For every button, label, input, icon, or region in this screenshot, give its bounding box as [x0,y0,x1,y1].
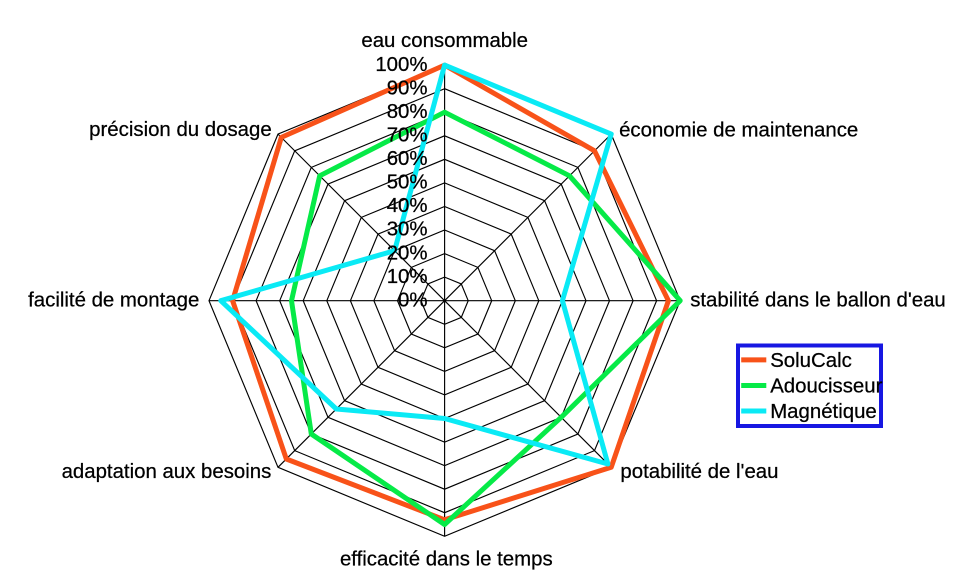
svg-text:20%: 20% [387,242,428,264]
svg-text:90%: 90% [387,77,428,99]
svg-text:0%: 0% [398,289,427,311]
svg-text:60%: 60% [387,148,428,170]
svg-text:économie de maintenance: économie de maintenance [619,120,858,142]
svg-text:SoluCalc: SoluCalc [770,350,852,372]
svg-text:stabilité dans le ballon d'eau: stabilité dans le ballon d'eau [690,289,946,311]
svg-text:efficacité dans le temps: efficacité dans le temps [340,549,553,571]
svg-text:100%: 100% [375,54,427,76]
svg-text:potabilité de l'eau: potabilité de l'eau [620,461,778,483]
svg-text:Magnétique: Magnétique [770,401,877,423]
svg-text:précision du dosage: précision du dosage [89,119,272,141]
svg-text:40%: 40% [387,195,428,217]
svg-text:eau consommable: eau consommable [361,30,528,52]
svg-text:80%: 80% [387,101,428,123]
svg-text:Adoucisseur: Adoucisseur [770,375,882,397]
svg-text:70%: 70% [387,125,428,147]
svg-text:30%: 30% [387,219,428,241]
svg-text:facilité de montage: facilité de montage [28,290,199,312]
svg-text:adaptation aux besoins: adaptation aux besoins [62,461,272,483]
svg-text:50%: 50% [387,172,428,194]
svg-text:10%: 10% [387,266,428,288]
